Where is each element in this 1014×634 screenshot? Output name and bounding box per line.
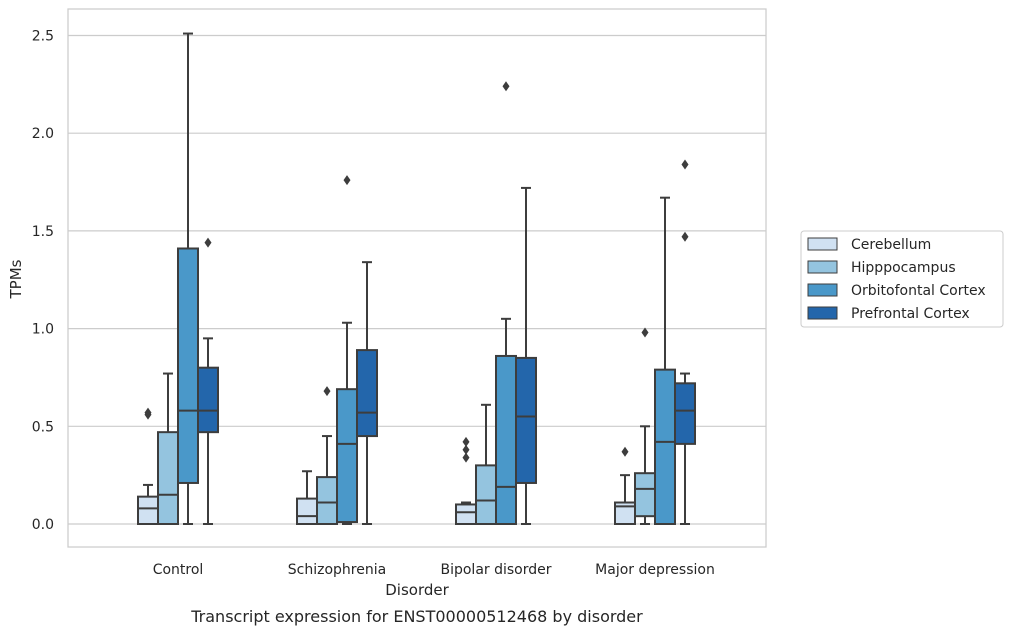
box-iqr	[455, 503, 477, 525]
legend-label: Orbitofontal Cortex	[851, 283, 986, 299]
box-prefrontal-cortex-3	[674, 159, 696, 525]
outlier-point	[144, 407, 152, 418]
outlier-point	[204, 237, 212, 248]
box-iqr	[495, 354, 517, 525]
box-prefrontal-cortex-0	[197, 237, 219, 525]
box-iqr	[515, 356, 537, 484]
legend-swatch	[807, 283, 838, 297]
y-axis-title: TPMs	[7, 259, 25, 299]
x-tick-label: Bipolar disorder	[440, 562, 551, 578]
box-iqr	[296, 497, 318, 525]
box-iqr	[316, 476, 338, 526]
y-tick-label: 1.5	[32, 224, 54, 240]
legend-swatch	[807, 237, 838, 251]
box-iqr	[157, 431, 179, 525]
box-layer	[137, 32, 696, 526]
legend-items: Cerebellum Hipppocampus Orbitofontal Corte…	[807, 237, 986, 322]
outlier-point	[343, 175, 351, 186]
legend-frame	[800, 230, 1004, 328]
outlier-point	[323, 386, 331, 397]
box-orbitofontal-cortex-3	[654, 196, 676, 525]
outlier-point	[462, 436, 470, 447]
y-tick-label: 0.0	[32, 517, 54, 533]
x-tick-label: Major depression	[595, 562, 715, 578]
legend-label: Prefrontal Cortex	[851, 306, 970, 322]
outlier-point	[621, 446, 629, 457]
outlier-point	[641, 327, 649, 338]
outlier-point	[502, 81, 510, 92]
outlier-point	[462, 452, 470, 463]
chart-caption: Transcript expression for ENST0000051246…	[190, 607, 643, 626]
box-orbitofontal-cortex-0	[177, 32, 199, 525]
x-tick-labels: Control Schizophrenia Bipolar disorder Majo…	[153, 562, 715, 578]
box-iqr	[356, 349, 378, 438]
y-tick-labels: 0.0 0.5 1.0 1.5 2.0 2.5	[32, 29, 54, 534]
plot-frame	[67, 8, 767, 548]
legend-swatch	[807, 306, 838, 320]
box-cerebellum-3	[614, 446, 636, 526]
box-iqr	[197, 366, 219, 434]
box-prefrontal-cortex-1	[356, 261, 378, 525]
box-orbitofontal-cortex-1	[336, 175, 358, 525]
x-tick-label: Schizophrenia	[288, 562, 386, 578]
box-iqr	[654, 368, 676, 525]
legend: Cerebellum Hipppocampus Orbitofontal Corte…	[800, 230, 1004, 328]
y-tick-label: 0.5	[32, 419, 54, 435]
box-prefrontal-cortex-2	[515, 186, 537, 525]
box-cerebellum-2	[455, 436, 477, 525]
box-iqr	[336, 388, 358, 524]
box-hipppocampus-1	[316, 386, 338, 526]
legend-swatch	[807, 260, 838, 274]
y-tick-label: 2.5	[32, 29, 54, 45]
box-iqr	[674, 382, 696, 445]
legend-label: Cerebellum	[851, 237, 931, 253]
y-tick-label: 2.0	[32, 126, 54, 142]
outlier-point	[681, 159, 689, 170]
box-hipppocampus-2	[475, 403, 497, 526]
y-tick-label: 1.0	[32, 322, 54, 338]
x-tick-label: Control	[153, 562, 204, 578]
box-iqr	[634, 472, 656, 518]
box-iqr	[475, 464, 497, 526]
x-axis-title: Disorder	[385, 581, 449, 599]
legend-label: Hipppocampus	[851, 260, 956, 276]
box-iqr	[137, 495, 159, 526]
box-hipppocampus-3	[634, 327, 656, 525]
outlier-point	[462, 444, 470, 455]
box-iqr	[177, 247, 199, 484]
outlier-point	[681, 231, 689, 242]
box-cerebellum-0	[137, 407, 159, 526]
